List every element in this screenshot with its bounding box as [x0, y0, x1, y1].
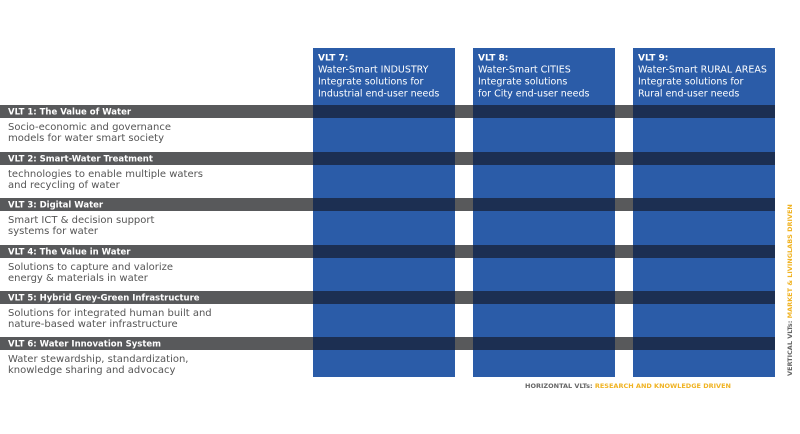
row-text: Water stewardship, standardization, — [8, 354, 189, 365]
row-intersection — [313, 291, 455, 304]
column-label: VLT 7: — [318, 54, 348, 64]
row-label: VLT 6: Water Innovation System — [8, 340, 161, 350]
column-text: for City end-user needs — [478, 89, 590, 100]
row-intersection — [633, 105, 775, 118]
row-intersection — [633, 291, 775, 304]
row-text: Solutions for integrated human built and — [8, 308, 212, 319]
column — [473, 48, 615, 377]
column-text: Integrate solutions — [478, 77, 567, 88]
row-text: energy & materials in water — [8, 273, 149, 284]
column-label: VLT 8: — [478, 54, 508, 64]
column-label: VLT 9: — [638, 54, 668, 64]
row-label: VLT 2: Smart-Water Treatment — [8, 155, 153, 165]
row-text: Smart ICT & decision support — [8, 215, 154, 226]
row-intersection — [473, 105, 615, 118]
column — [633, 48, 775, 377]
row-text: Socio-economic and governance — [8, 122, 171, 133]
row-intersection — [633, 198, 775, 211]
row-intersection — [473, 337, 615, 350]
row-intersection — [633, 337, 775, 350]
row-intersection — [473, 198, 615, 211]
row-intersection — [313, 105, 455, 118]
row-label: VLT 1: The Value of Water — [8, 108, 132, 118]
row-text: knowledge sharing and advocacy — [8, 365, 175, 376]
row-intersection — [633, 245, 775, 258]
horizontal-rows: VLT 1: The Value of Water Socio-economic … — [0, 105, 775, 376]
caption-text: MARKET & LIVINGLABS DRIVEN — [786, 204, 794, 318]
caption-text: RESEARCH AND KNOWLEDGE DRIVEN — [595, 382, 731, 390]
caption-prefix: VERTICAL VLTs: — [786, 318, 794, 376]
vertical-caption: VERTICAL VLTs: MARKET & LIVINGLABS DRIVE… — [786, 204, 794, 376]
caption-prefix: HORIZONTAL VLTs: — [525, 382, 595, 390]
column — [313, 48, 455, 377]
column-text: Water-Smart CITIES — [478, 65, 571, 76]
row-label: VLT 4: The Value in Water — [8, 248, 131, 258]
column-text: Water-Smart RURAL AREAS — [638, 65, 767, 76]
row-intersection — [473, 291, 615, 304]
row-text: models for water smart society — [8, 133, 164, 144]
row-intersection — [473, 245, 615, 258]
row-label: VLT 3: Digital Water — [8, 201, 104, 211]
row-text: systems for water — [8, 226, 99, 237]
row-intersection — [313, 152, 455, 165]
column-text: Integrate solutions for — [638, 77, 743, 88]
row-intersection — [313, 337, 455, 350]
row-intersection — [633, 152, 775, 165]
column-text: Rural end-user needs — [638, 89, 739, 100]
horizontal-caption: HORIZONTAL VLTs: RESEARCH AND KNOWLEDGE … — [525, 382, 731, 390]
column-text: Water-Smart INDUSTRY — [318, 65, 429, 76]
row-intersection — [473, 152, 615, 165]
row-text: Solutions to capture and valorize — [8, 262, 173, 273]
column-text: Industrial end-user needs — [318, 89, 439, 100]
row-intersection — [313, 245, 455, 258]
row-text: technologies to enable multiple waters — [8, 169, 203, 180]
row-text: nature-based water infrastructure — [8, 319, 178, 330]
column-text: Integrate solutions for — [318, 77, 423, 88]
row-intersection — [313, 198, 455, 211]
row-label: VLT 5: Hybrid Grey-Green Infrastructure — [8, 294, 200, 304]
row-text: and recycling of water — [8, 180, 121, 191]
